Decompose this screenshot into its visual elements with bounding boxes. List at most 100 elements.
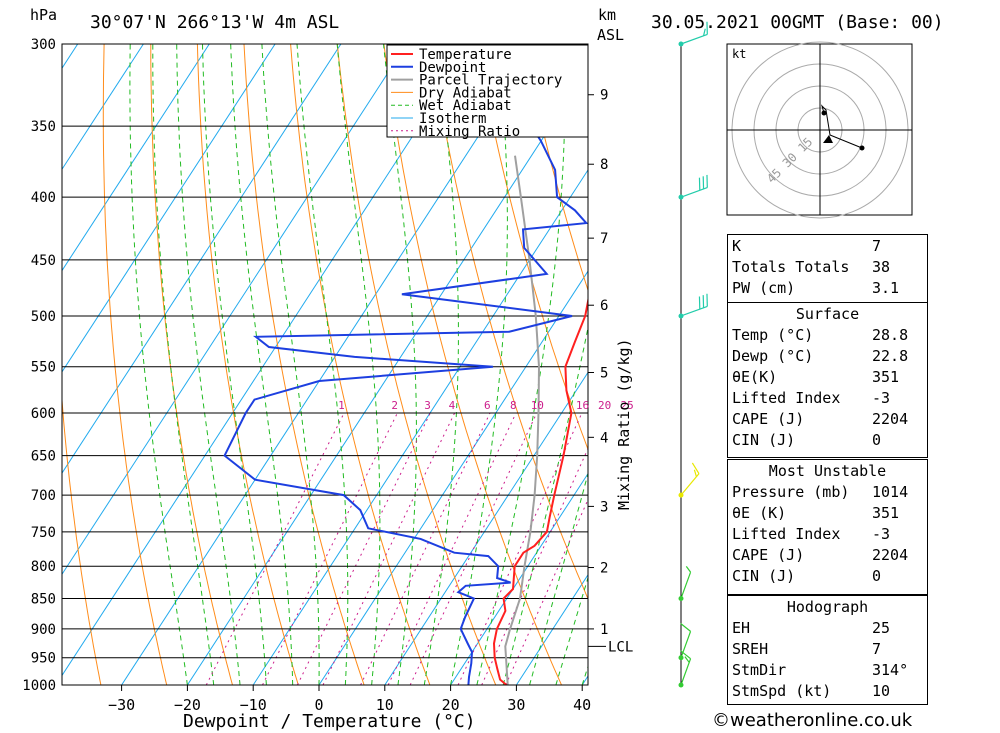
mixing-ratio-line [296,412,431,685]
surface-value: 0 [872,431,882,449]
dry-adiabat-line [290,44,431,685]
indices-most-unstable: Most Unstable Pressure (mb) 1014 θE (K) 35… [727,459,928,595]
surface-value: 2204 [872,410,909,428]
mixing-ratio-label: 25 [621,399,634,412]
asl-label: ASL [597,26,624,44]
mu-row: CAPE (J) 2204 [728,545,927,566]
isotherm-line [186,67,588,685]
legend-label: Dewpoint [419,60,486,76]
pressure-tick-label: 400 [31,190,56,206]
hodo-value: 7 [872,640,882,658]
mu-value: 351 [872,504,900,522]
hodograph-point [821,110,827,116]
surface-row: Temp (°C) 28.8 [728,325,927,346]
hodograph-unit-label: kt [732,47,746,61]
background-lines [0,44,1000,685]
wind-barb-feather [702,28,706,36]
mu-value: 2204 [872,546,909,564]
storm-motion-marker [823,135,833,143]
km-tick-label: 4 [600,430,608,446]
hodo-title: Hodograph [786,598,869,616]
wind-barb-feather [680,623,691,632]
surface-label: Lifted Index [732,389,841,407]
dry-adiabat-line [944,44,1000,685]
isotherm-line [62,44,473,677]
wet-adiabat-line [176,44,241,685]
surface-row: Dewp (°C) 22.8 [728,346,927,367]
hodograph-trace [820,104,863,149]
pressure-tick-label: 800 [31,559,56,575]
mu-value: 1014 [872,483,909,501]
mu-label: CAPE (J) [732,546,805,564]
wet-adiabat-line [383,44,417,685]
wind-barb-staff [680,571,692,599]
mixing-ratio-label: 20 [598,399,611,412]
x-tick-label: 0 [314,696,323,714]
wet-adiabat-line [202,44,267,685]
pressure-tick-label: 550 [31,360,56,376]
dry-adiabat-line [476,44,588,451]
hodo-value: 25 [872,619,891,637]
km-tick-label: 1 [600,622,608,638]
wind-barb-staff [680,473,700,496]
isotherm-line [515,573,588,685]
surface-label: Temp (°C) [732,326,814,344]
km-tick-label: 5 [600,366,608,382]
pw-value: 3.1 [872,279,900,297]
isotherm-line [0,44,12,685]
mu-value: 0 [872,567,882,585]
mixing-ratio-label: 8 [510,399,517,412]
wind-barb-feather [685,565,692,573]
surface-value: 22.8 [872,347,909,365]
credit-link[interactable]: ©weatheronline.co.uk [712,710,913,731]
temperature-line [492,44,588,685]
dry-adiabat-line [523,44,588,292]
dry-adiabat-line [243,44,365,685]
isotherm-line [62,44,276,373]
dry-adiabat-line [990,44,1000,685]
hodograph-point [859,145,865,151]
pressure-tick-label: 700 [31,488,56,504]
mixing-ratio-line [322,412,456,685]
surface-value: -3 [872,389,891,407]
mu-row: CIN (J) 0 [728,566,927,587]
wet-adiabat-line [529,471,588,685]
mu-label: Pressure (mb) [732,483,850,501]
surface-label: CAPE (J) [732,410,805,428]
pressure-tick-label: 450 [31,253,56,269]
isotherm-line [121,44,539,685]
mixing-ratio-label: 4 [449,399,456,412]
mixing-ratio-line [409,412,538,685]
surface-title: Surface [795,305,860,323]
x-tick-label: 10 [376,696,394,714]
pressure-tick-label: 500 [31,309,56,325]
wind-barb-feather [691,462,700,474]
mixing-ratio-label: 2 [391,399,398,412]
mu-label: Lifted Index [732,525,841,543]
wet-adiabat-line [261,44,320,685]
k-index-value: 7 [872,237,882,255]
wet-adiabat-line [230,44,294,685]
pressure-tick-label: 900 [31,622,56,638]
mixing-ratio-label: 6 [484,399,491,412]
surface-value: 351 [872,368,900,386]
hodo-label: EH [732,619,751,637]
km-tick-label: 3 [600,499,608,515]
wind-barb-staff [680,33,708,45]
wet-adiabat-line [423,44,459,685]
km-tick-label: 9 [600,88,608,104]
surface-row: θE(K) 351 [728,367,927,388]
mixing-ratio-line [262,412,398,685]
profile-lines [223,44,588,685]
totals-value: 38 [872,258,891,276]
totals-label: Totals Totals [732,258,850,276]
mu-label: CIN (J) [732,567,796,585]
dry-adiabat-line [102,44,168,685]
isotherm-line [384,371,588,685]
axes: 1 2 3 4 6 8 10 16 20 2530035040045050055060065070… [22,37,633,714]
km-tick-label: 8 [600,157,608,173]
